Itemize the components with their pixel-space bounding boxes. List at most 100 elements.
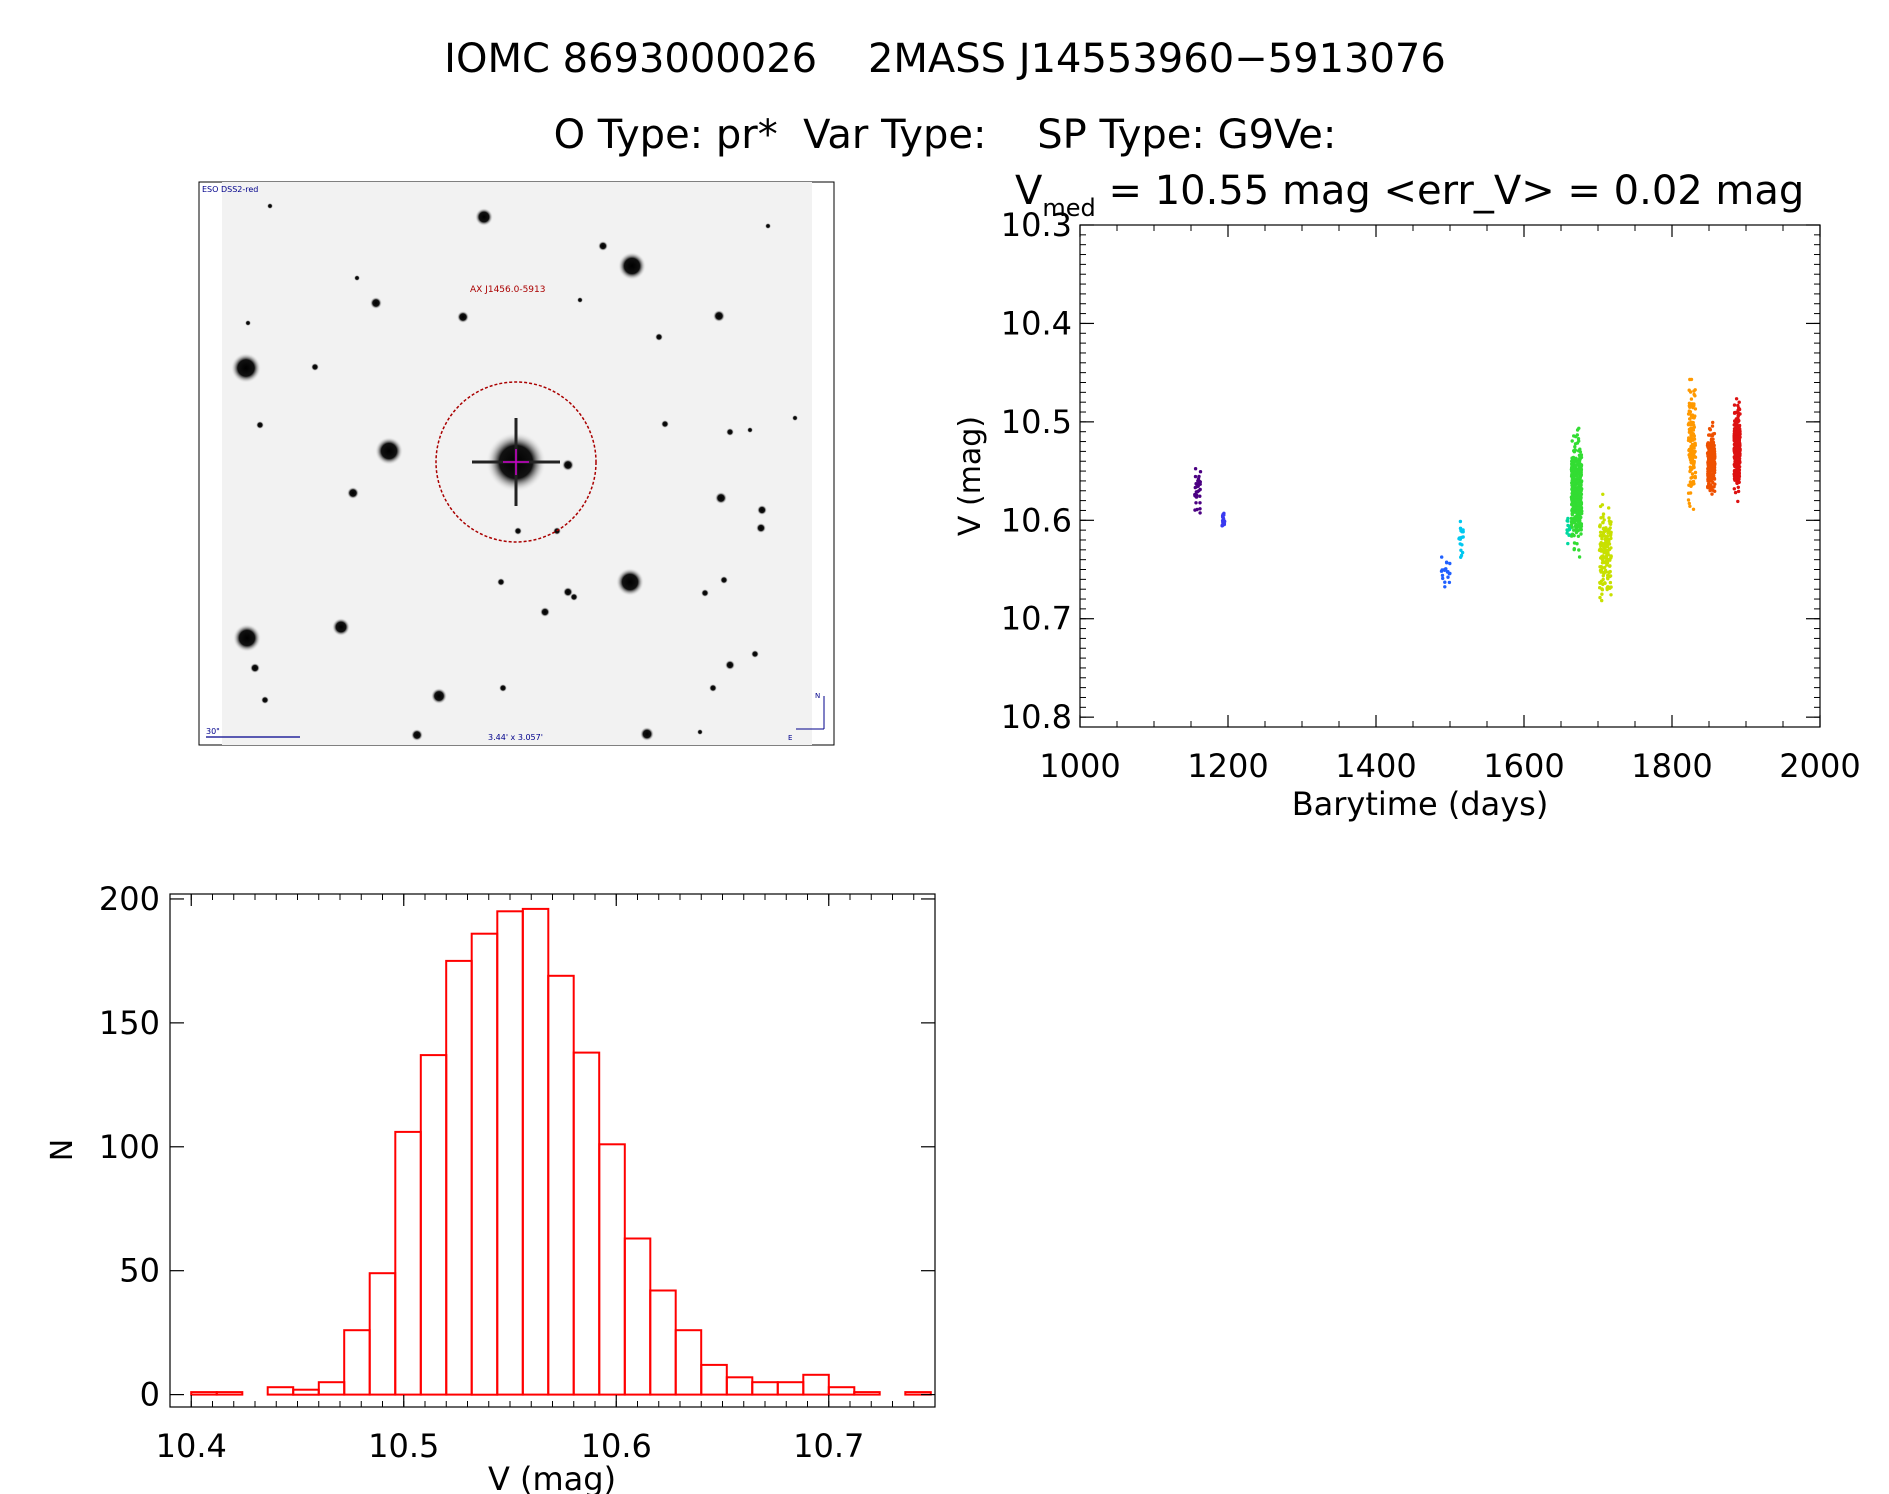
- data-point: [1690, 475, 1695, 479]
- data-point: [1571, 506, 1576, 511]
- histogram-bar: [700, 1363, 728, 1396]
- lightcurve-xlabel: Barytime (days): [1292, 785, 1549, 823]
- data-point: [1601, 534, 1605, 538]
- data-point: [1577, 555, 1582, 559]
- data-point: [1579, 472, 1584, 477]
- data-point: [1602, 556, 1606, 560]
- histogram-bar: [445, 959, 473, 1396]
- data-point: [1692, 446, 1696, 450]
- data-point: [1566, 523, 1570, 528]
- histogram-bar: [572, 1051, 601, 1396]
- data-point: [1574, 434, 1578, 439]
- data-point: [1687, 501, 1692, 506]
- data-point: [1574, 491, 1578, 495]
- data-point: [1706, 468, 1711, 473]
- data-point: [1602, 546, 1607, 550]
- data-point: [1711, 441, 1715, 445]
- data-point: [1601, 530, 1606, 535]
- lightcurve-title-subscript: med: [1042, 194, 1095, 222]
- data-point: [1601, 512, 1606, 516]
- data-point: [1570, 525, 1574, 529]
- finder-star: [375, 437, 403, 465]
- finder-star: [720, 576, 728, 584]
- compass-north-label: N: [815, 692, 820, 700]
- data-point: [1570, 498, 1574, 502]
- lightcurve-title-suffix: = 10.55 mag <err_V> = 0.02 mag: [1096, 168, 1805, 214]
- data-point: [1734, 460, 1739, 464]
- finder-star: [562, 459, 574, 471]
- y-tick-label: 10.8: [1001, 698, 1072, 736]
- finder-star: [713, 310, 725, 322]
- data-point: [1599, 570, 1603, 574]
- data-point: [1194, 501, 1198, 505]
- lightcurve-title: Vmed = 10.55 mag <err_V> = 0.02 mag: [1015, 168, 1804, 222]
- histogram-bar: [649, 1289, 677, 1396]
- data-point: [1601, 492, 1605, 496]
- data-point: [1578, 454, 1582, 458]
- data-point: [1570, 456, 1574, 460]
- data-point: [1576, 520, 1581, 524]
- data-point: [1607, 516, 1611, 520]
- data-point: [1197, 482, 1201, 486]
- histogram-bar: [343, 1329, 371, 1396]
- data-point: [1604, 548, 1609, 553]
- data-point: [1692, 425, 1697, 429]
- data-point: [1221, 519, 1225, 523]
- finder-star: [499, 684, 507, 692]
- data-point: [1566, 541, 1570, 546]
- data-point: [1688, 412, 1692, 416]
- data-point: [1221, 512, 1225, 517]
- data-point: [1460, 543, 1464, 547]
- data-point: [1607, 519, 1612, 523]
- data-point: [1447, 572, 1452, 576]
- finder-star: [540, 607, 550, 617]
- data-point: [1605, 563, 1609, 567]
- data-point: [1734, 410, 1738, 415]
- data-point: [1570, 511, 1575, 516]
- finder-star: [618, 252, 646, 280]
- series-s2: [1220, 511, 1227, 528]
- finder-stars: [231, 203, 798, 741]
- finder-star: [709, 684, 717, 692]
- y-tick-label: 10.3: [1001, 206, 1072, 244]
- finder-star: [256, 421, 264, 429]
- data-point: [1608, 580, 1613, 585]
- histogram-bar: [419, 1054, 448, 1396]
- histogram-bar: [266, 1386, 295, 1396]
- data-point: [1609, 593, 1613, 597]
- data-point: [1598, 530, 1603, 534]
- data-point: [1600, 561, 1605, 565]
- data-point: [1573, 445, 1577, 449]
- data-point: [1600, 588, 1605, 592]
- finder-star: [655, 333, 663, 341]
- data-point: [1688, 504, 1692, 508]
- finder-star: [457, 311, 469, 323]
- data-point: [1733, 430, 1737, 435]
- data-point: [1198, 501, 1202, 505]
- data-point: [1709, 437, 1714, 441]
- data-point: [1598, 525, 1602, 529]
- data-point: [1566, 516, 1570, 521]
- y-tick-label: 50: [119, 1252, 160, 1290]
- data-point: [1732, 442, 1737, 447]
- series-s10: [1732, 397, 1742, 504]
- data-point: [1198, 487, 1202, 492]
- data-point: [1687, 401, 1692, 405]
- data-point: [1193, 494, 1197, 498]
- data-point: [1578, 447, 1582, 451]
- finder-star: [715, 492, 727, 504]
- data-point: [1708, 451, 1713, 455]
- data-point: [1601, 577, 1605, 582]
- data-point: [1572, 503, 1576, 507]
- finder-star: [725, 660, 735, 670]
- data-point: [1609, 546, 1613, 550]
- data-point: [1221, 515, 1225, 519]
- data-point: [1568, 527, 1572, 532]
- data-point: [1605, 545, 1610, 549]
- data-point: [1601, 520, 1605, 525]
- histogram-bar: [496, 910, 524, 1396]
- finder-star: [497, 578, 505, 586]
- series-s7: [1597, 492, 1613, 603]
- data-point: [1600, 592, 1604, 596]
